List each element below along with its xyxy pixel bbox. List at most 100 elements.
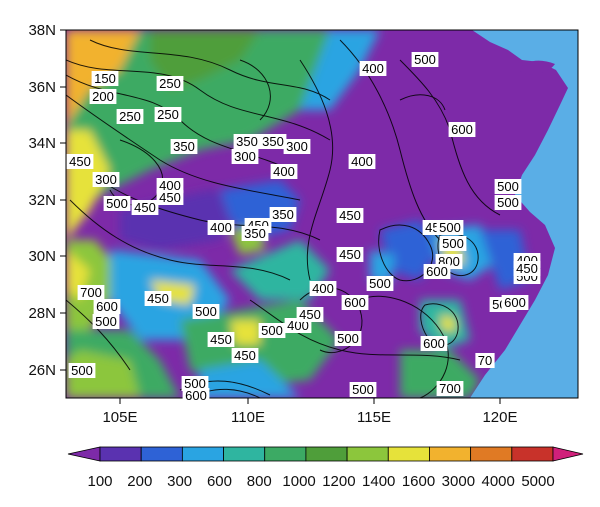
contour-label-background bbox=[156, 190, 184, 205]
contour-label-background bbox=[494, 179, 522, 194]
contour-label: 500 bbox=[497, 195, 519, 210]
colorbar-segment bbox=[223, 446, 266, 462]
contour-label-background bbox=[241, 226, 269, 241]
colorbar-label: 1200 bbox=[322, 473, 355, 490]
contour-label: 450 bbox=[234, 348, 256, 363]
contour-label: 450 bbox=[339, 247, 361, 262]
contour-label-background bbox=[66, 154, 94, 169]
contour-label-background bbox=[448, 122, 476, 137]
contour-label: 450 bbox=[299, 307, 321, 322]
contour-label-background bbox=[192, 304, 220, 319]
longitude-axis: 105E 110E 115E 120E bbox=[102, 398, 518, 426]
contour-label-background bbox=[296, 307, 324, 322]
contour-label-background bbox=[336, 247, 364, 262]
lat-tick-label: 28N bbox=[28, 305, 56, 322]
lat-tick-label: 32N bbox=[28, 192, 56, 209]
contour-label: 500 bbox=[184, 376, 206, 391]
lat-tick-label: 30N bbox=[28, 248, 56, 265]
contour-label-background bbox=[501, 295, 529, 310]
lat-tick-label: 26N bbox=[28, 362, 56, 379]
contour-label-background bbox=[68, 363, 96, 378]
contour-label: 450 bbox=[134, 200, 156, 215]
contour-label: 250 bbox=[157, 107, 179, 122]
colorbar-segment bbox=[346, 446, 389, 462]
contour-label: 350 bbox=[173, 139, 195, 154]
contour-label: 500 bbox=[195, 304, 217, 319]
contour-label: 450 bbox=[69, 154, 91, 169]
contour-label-background bbox=[436, 381, 464, 396]
contour-label-background bbox=[156, 178, 184, 193]
contour-label: 500 bbox=[439, 220, 461, 235]
contour-label: 70 bbox=[478, 353, 492, 368]
lon-tick-label: 110E bbox=[231, 409, 265, 426]
contour-label: 450 bbox=[159, 190, 181, 205]
colorbar-label: 600 bbox=[207, 473, 232, 490]
contour-label: 600 bbox=[344, 295, 366, 310]
contour-label: 600 bbox=[423, 336, 445, 351]
contour-label: 350 bbox=[244, 226, 266, 241]
contour-label-background bbox=[341, 295, 369, 310]
contour-label-background bbox=[258, 323, 286, 338]
colorbar-label: 300 bbox=[167, 473, 192, 490]
contour-label: 700 bbox=[439, 381, 461, 396]
contour-label-background bbox=[349, 382, 377, 397]
contour-label-background bbox=[336, 208, 364, 223]
contour-label-background bbox=[494, 195, 522, 210]
colorbar-segment bbox=[264, 446, 307, 462]
contour-label: 500 bbox=[95, 314, 117, 329]
contour-label-background bbox=[144, 291, 172, 306]
contour-label-background bbox=[411, 52, 439, 67]
contour-label: 400 bbox=[210, 220, 232, 235]
colorbar-segment bbox=[387, 446, 430, 462]
contour-label-background bbox=[116, 109, 144, 124]
contour-label-background bbox=[420, 336, 448, 351]
lon-tick-label: 115E bbox=[357, 409, 391, 426]
contour-label-background bbox=[91, 71, 119, 86]
contour-label-background bbox=[475, 353, 495, 368]
contour-label: 600 bbox=[426, 264, 448, 279]
contour-label-background bbox=[359, 61, 387, 76]
contour-label: 500 bbox=[352, 382, 374, 397]
contour-label: 400 bbox=[351, 154, 373, 169]
contour-label: 150 bbox=[94, 71, 116, 86]
colorbar-label: 1000 bbox=[282, 473, 315, 490]
contour-label-background bbox=[170, 139, 198, 154]
contour-label-background bbox=[154, 107, 182, 122]
colorbar-label: 3000 bbox=[442, 473, 475, 490]
colorbar-segment bbox=[429, 446, 472, 462]
contour-label-background bbox=[92, 314, 120, 329]
contour-label: 350 bbox=[262, 134, 284, 149]
contour-label-background bbox=[181, 376, 209, 391]
ocean bbox=[470, 30, 578, 398]
contour-label: 300 bbox=[234, 149, 256, 164]
contour-label: 300 bbox=[286, 139, 308, 154]
contour-label-background bbox=[233, 134, 261, 149]
contour-label: 450 bbox=[210, 332, 232, 347]
contour-label-background bbox=[207, 220, 235, 235]
contour-label: 250 bbox=[159, 76, 181, 91]
contour-label-background bbox=[259, 134, 287, 149]
contour-label-background bbox=[269, 207, 297, 222]
contour-label-background bbox=[131, 200, 159, 215]
contour-label-background bbox=[92, 172, 120, 187]
contour-label-background bbox=[182, 388, 210, 403]
colorbar-low-arrow bbox=[67, 446, 101, 462]
contour-label: 500 bbox=[106, 196, 128, 211]
contour-label-background bbox=[283, 139, 311, 154]
contour-label: 400 bbox=[362, 61, 384, 76]
contour-label: 500 bbox=[414, 52, 436, 67]
colorbar-segment bbox=[305, 446, 348, 462]
contour-label: 200 bbox=[92, 89, 114, 104]
colorbar-label: 5000 bbox=[521, 473, 554, 490]
contour-label: 500 bbox=[337, 331, 359, 346]
colorbar-segment bbox=[140, 446, 183, 462]
contour-label: 400 bbox=[159, 178, 181, 193]
contour-label-background bbox=[439, 236, 467, 251]
colorbar-label: 4000 bbox=[481, 473, 514, 490]
contour-label-background bbox=[348, 154, 376, 169]
colorbar: 100 200 300 600 800 1000 1200 1400 1600 3000 4000 5… bbox=[67, 446, 584, 490]
colorbar-segment bbox=[511, 446, 554, 462]
contour-label: 400 bbox=[273, 164, 295, 179]
contour-label: 600 bbox=[451, 122, 473, 137]
contour-label: 500 bbox=[442, 236, 464, 251]
